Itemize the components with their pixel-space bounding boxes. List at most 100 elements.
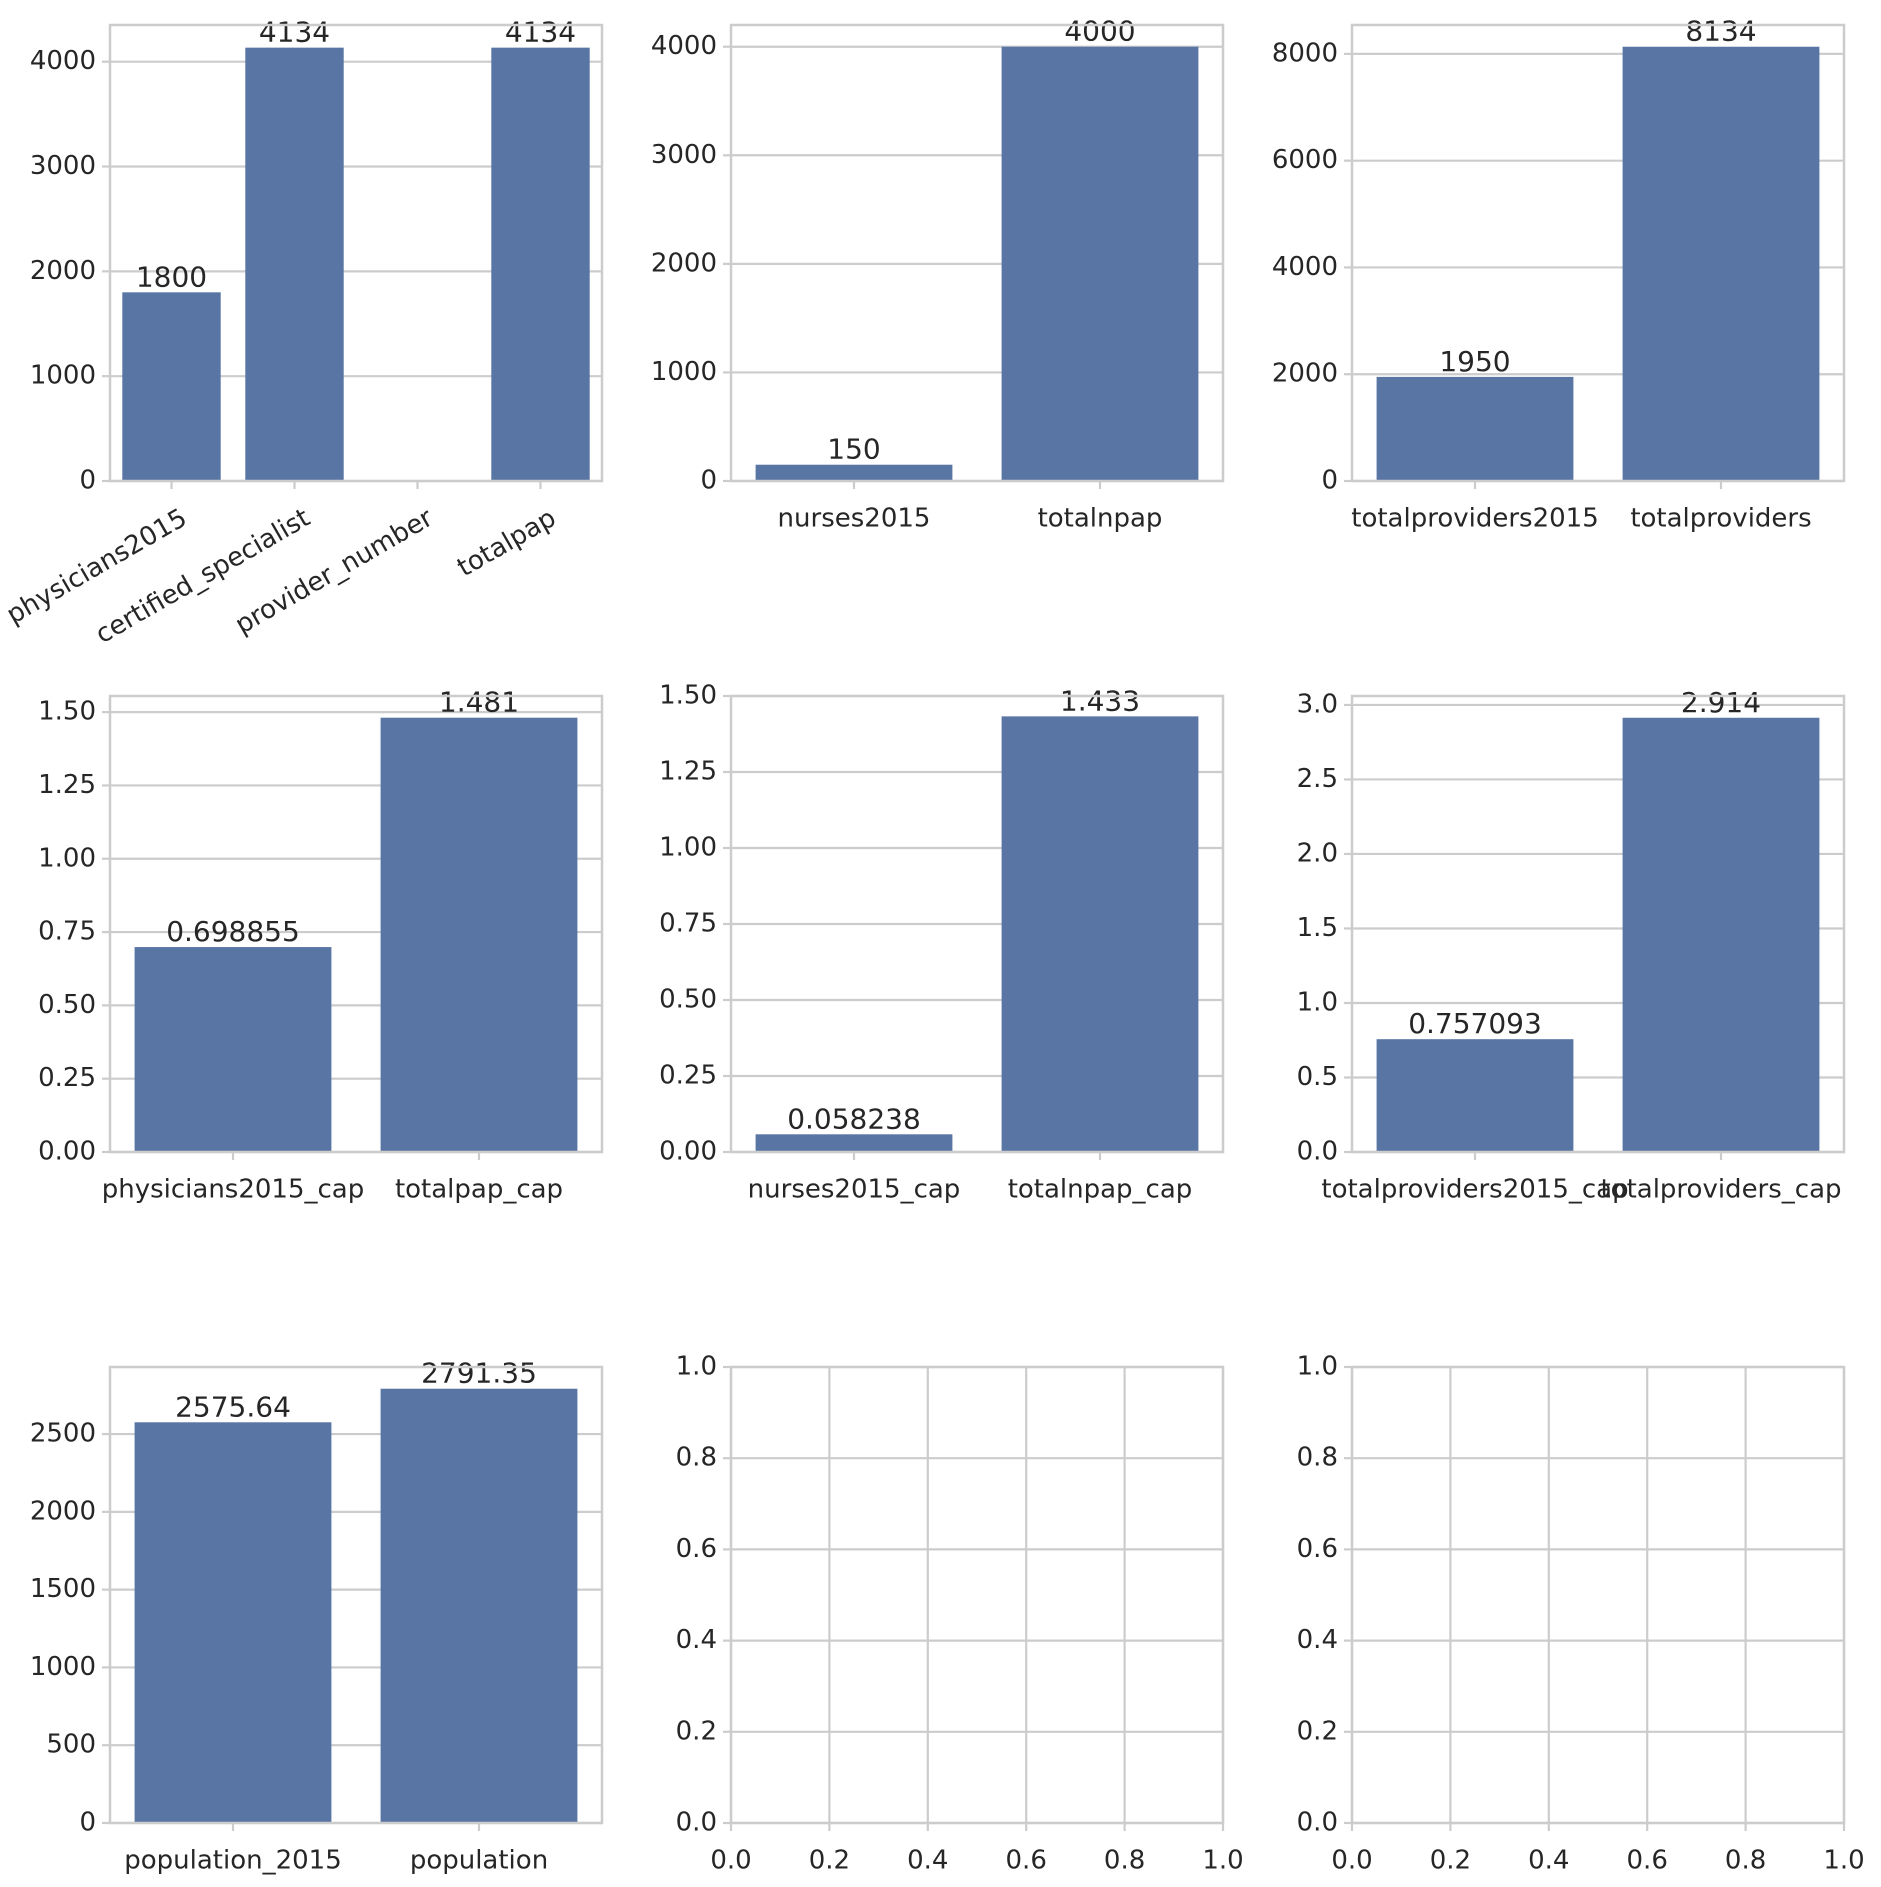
x-tick-label: totalpap_cap <box>395 1175 563 1205</box>
x-tick-label: 0.2 <box>1430 1846 1471 1876</box>
y-tick-label: 0.8 <box>1297 1443 1338 1473</box>
bar <box>1001 46 1199 481</box>
y-tick-label: 1500 <box>30 1574 96 1604</box>
x-tick-label: 0.8 <box>1104 1846 1145 1876</box>
y-tick-label: 0.50 <box>659 985 717 1015</box>
axes-frame <box>729 694 1225 1154</box>
x-tick-label: 0.6 <box>1006 1846 1047 1876</box>
bar-value-label: 1800 <box>136 260 207 293</box>
bar <box>1376 1039 1574 1152</box>
y-tick-label: 4000 <box>651 31 717 61</box>
x-tick-label: nurses2015 <box>778 504 931 534</box>
bar <box>1376 376 1574 481</box>
bar <box>755 1134 953 1152</box>
y-tick-label: 1.50 <box>38 697 96 727</box>
y-tick-label: 0.75 <box>38 917 96 947</box>
y-tick-label: 2000 <box>30 256 96 286</box>
y-tick-label: 1000 <box>651 357 717 387</box>
y-tick-label: 1.50 <box>659 681 717 711</box>
bar <box>122 292 221 481</box>
axes-frame <box>1350 23 1846 483</box>
axes-frame <box>729 1365 1225 1825</box>
x-tick-label: totalnpap <box>1038 504 1163 534</box>
y-tick-label: 0.0 <box>1297 1808 1338 1838</box>
y-tick-label: 0.2 <box>1297 1716 1338 1746</box>
x-tick-label: 0.8 <box>1725 1846 1766 1876</box>
y-tick-label: 0.50 <box>38 990 96 1020</box>
y-tick-label: 1.0 <box>676 1352 717 1382</box>
subplot-8: 0.0 0.2 0.4 0.6 0.8 1.0 0.0 0.2 0.4 0.6 0.8 1.0 <box>676 1352 1244 1876</box>
x-tick-label: 0.6 <box>1627 1846 1668 1876</box>
subplot-4: 0.00 0.25 0.50 0.75 1.00 1.25 1.50 physicians20… <box>38 686 604 1205</box>
y-tick-label: 0 <box>700 466 717 496</box>
x-tick-label: totalproviders <box>1630 504 1811 534</box>
x-tick-label: 0.2 <box>809 1846 850 1876</box>
subplot-3: 0 2000 4000 6000 8000 totalproviders2015 1950 t… <box>1272 15 1846 534</box>
y-tick-label: 1.0 <box>1297 987 1338 1017</box>
x-tick-label: 0.0 <box>1331 1846 1372 1876</box>
y-tick-label: 8000 <box>1272 38 1338 68</box>
x-tick-label: 1.0 <box>1202 1846 1243 1876</box>
y-tick-label: 3.0 <box>1297 689 1338 719</box>
axes-frame <box>1350 1365 1846 1825</box>
x-tick-label: population <box>410 1846 548 1876</box>
bar <box>380 1388 578 1823</box>
subplot-6: 0.0 0.5 1.0 1.5 2.0 2.5 3.0 totalproviders2015_… <box>1297 686 1846 1205</box>
axes-frame <box>108 694 604 1154</box>
y-tick-label: 0.0 <box>1297 1137 1338 1167</box>
y-tick-label: 1.25 <box>659 757 717 787</box>
x-tick-label: population_2015 <box>124 1846 342 1876</box>
bar-value-label: 150 <box>827 433 880 466</box>
axes-frame <box>729 23 1225 483</box>
y-tick-label: 1.0 <box>1297 1352 1338 1382</box>
y-tick-label: 2000 <box>651 248 717 278</box>
x-tick-label: 1.0 <box>1823 1846 1864 1876</box>
subplot-2: 0 1000 2000 3000 4000 nurses2015 150 totalnpap 4… <box>651 15 1225 534</box>
y-tick-label: 1000 <box>30 361 96 391</box>
x-tick-label: totalnpap_cap <box>1008 1175 1193 1205</box>
subplot-7: 0 500 1000 1500 2000 2500 population_2015 2575.… <box>30 1357 604 1876</box>
bar-value-label: 1.481 <box>439 686 519 719</box>
y-tick-label: 2000 <box>1272 359 1338 389</box>
y-tick-label: 0 <box>79 1808 96 1838</box>
axes-frame <box>108 23 604 483</box>
bar-value-label: 0.058238 <box>787 1102 921 1135</box>
bar-value-label: 8134 <box>1685 15 1756 48</box>
bar-value-label: 1.433 <box>1060 684 1140 717</box>
bar-value-label: 0.757093 <box>1408 1007 1542 1040</box>
axes-frame <box>1350 694 1846 1154</box>
bar-value-label: 4134 <box>259 16 330 49</box>
y-tick-label: 1000 <box>30 1652 96 1682</box>
bar <box>755 464 953 481</box>
bar-value-label: 2575.64 <box>175 1390 291 1423</box>
y-tick-label: 0.8 <box>676 1443 717 1473</box>
y-tick-label: 2.0 <box>1297 838 1338 868</box>
y-tick-label: 0 <box>79 466 96 496</box>
y-tick-label: 1.00 <box>659 833 717 863</box>
bar <box>134 1422 332 1823</box>
y-tick-label: 500 <box>46 1730 96 1760</box>
y-tick-label: 4000 <box>1272 252 1338 282</box>
bar <box>1622 717 1820 1152</box>
y-tick-label: 0.6 <box>676 1534 717 1564</box>
bar-value-label: 2.914 <box>1681 686 1761 719</box>
bar-value-label: 0.698855 <box>166 915 300 948</box>
bar <box>245 47 344 481</box>
bar <box>380 717 578 1152</box>
y-tick-label: 0.4 <box>1297 1625 1338 1655</box>
y-tick-label: 2000 <box>30 1496 96 1526</box>
y-tick-label: 0.75 <box>659 909 717 939</box>
bar-value-label: 4134 <box>505 16 576 49</box>
bar <box>1622 46 1820 481</box>
x-tick-label: totalproviders2015_cap <box>1321 1175 1628 1205</box>
y-tick-label: 2.5 <box>1297 764 1338 794</box>
y-tick-label: 0.00 <box>38 1137 96 1167</box>
x-tick-label: 0.4 <box>907 1846 948 1876</box>
x-tick-label: nurses2015_cap <box>748 1175 961 1205</box>
bar-value-label: 4000 <box>1064 15 1135 48</box>
x-tick-label: totalproviders_cap <box>1600 1175 1841 1205</box>
y-tick-label: 6000 <box>1272 145 1338 175</box>
y-tick-label: 0.5 <box>1297 1062 1338 1092</box>
x-tick-label: 0.0 <box>710 1846 751 1876</box>
